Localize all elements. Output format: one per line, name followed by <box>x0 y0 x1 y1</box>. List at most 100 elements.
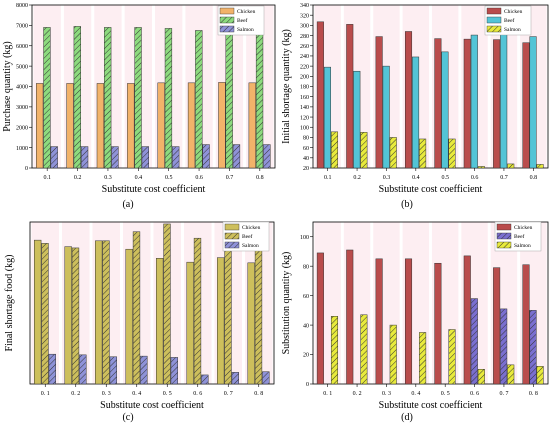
x-tick-label: 0. 6 <box>193 391 202 397</box>
bar-beef-1 <box>71 247 80 385</box>
y-tick-label: 160 <box>300 95 309 101</box>
y-tick-label: 140 <box>300 105 309 111</box>
bar-beef-3 <box>412 56 420 169</box>
y-tick-label: 6000 <box>16 44 28 50</box>
bar-chicken-4 <box>434 38 442 169</box>
bar-salmon-1 <box>360 132 368 169</box>
bar-chicken-0 <box>34 239 42 385</box>
bar-salmon-0 <box>330 316 339 385</box>
bar-salmon-0 <box>48 353 56 385</box>
legend-label: Salmon <box>514 243 531 249</box>
x-tick-label: 0.6 <box>471 175 479 181</box>
bar-chicken-1 <box>64 246 72 385</box>
y-axis-label: Purchase quantity (kg) <box>2 41 13 132</box>
y-tick-label: 120 <box>300 115 309 121</box>
y-tick-label: 60 <box>303 294 309 300</box>
x-tick-label: 0.5 <box>165 175 173 181</box>
x-tick-label: 0. 2 <box>353 391 362 397</box>
y-tick-label: 7000 <box>16 24 28 30</box>
bar-beef-6 <box>500 308 508 385</box>
bar-beef-1 <box>353 70 361 169</box>
bar-salmon-6 <box>507 364 515 385</box>
y-tick-label: 200 <box>300 75 309 81</box>
bar-beef-2 <box>104 27 112 169</box>
x-axis-label: Substitute cost coefficient <box>102 184 206 195</box>
legend-label: Beef <box>242 233 253 240</box>
y-axis-label: Final shortage food (kg) <box>4 255 15 352</box>
legend-swatch <box>496 232 512 240</box>
y-tick-label: 5000 <box>16 64 28 70</box>
x-tick-label: 0. 5 <box>441 391 450 397</box>
x-tick-label: 0.7 <box>226 175 234 181</box>
legend-label: Beef <box>504 17 515 24</box>
chart-panel-c: 0. 1 0. 2 0. 3 0. 4 0. 5 0. 6 0. 7 0. 8 Substitu… <box>0 216 275 431</box>
bar-beef-6 <box>225 30 233 169</box>
bar-chicken-3 <box>127 83 135 169</box>
y-tick-label: 0 <box>306 382 309 388</box>
x-tick-label: 0. 4 <box>411 391 420 397</box>
bar-chicken-4 <box>157 82 165 169</box>
bar-chicken-6 <box>493 39 501 169</box>
x-tick-label: 0. 4 <box>132 391 141 397</box>
legend-label: Chicken <box>237 9 256 15</box>
panel-label-d: (d) <box>401 412 413 423</box>
legend-swatch <box>496 223 512 231</box>
bar-salmon-7 <box>536 164 544 169</box>
legend-label: Salmon <box>237 27 254 33</box>
bar-beef-2 <box>382 65 390 169</box>
bar-salmon-6 <box>231 372 239 385</box>
bar-salmon-5 <box>477 369 485 385</box>
bar-beef-5 <box>193 237 202 385</box>
y-tick-label: 20 <box>303 166 309 172</box>
x-tick-label: 0.8 <box>256 175 264 181</box>
chart-a-svg: 0 1000 2000 3000 4000 5000 6000 7000 8000 0.1 0.2 0… <box>2 3 276 195</box>
x-tick-label: 0. 5 <box>163 391 172 397</box>
y-tick-label: 100 <box>300 125 309 131</box>
bar-chicken-0 <box>316 21 324 169</box>
x-tick-label: 0. 3 <box>382 391 391 397</box>
bar-chicken-7 <box>522 264 530 385</box>
x-tick-label: 0. 8 <box>254 391 263 397</box>
bar-chicken-5 <box>463 38 471 169</box>
y-tick-label: 220 <box>300 64 309 70</box>
y-axis-label: Initial shortage quantity (kg) <box>281 29 292 144</box>
y-tick-label: 40 <box>303 156 309 162</box>
bar-beef-5 <box>470 34 478 169</box>
bar-beef-5 <box>195 30 203 169</box>
bar-salmon-4 <box>448 138 456 169</box>
y-tick-label: 300 <box>300 24 309 30</box>
bar-beef-4 <box>441 51 449 169</box>
bar-chicken-2 <box>375 36 383 169</box>
bar-beef-7 <box>529 310 537 385</box>
x-tick-label: 0. 2 <box>71 391 80 397</box>
legend-swatch <box>219 16 235 24</box>
legend-label: Salmon <box>504 27 521 33</box>
bar-beef-0 <box>43 27 51 169</box>
bar-salmon-0 <box>330 131 339 169</box>
y-tick-label: 260 <box>300 44 309 50</box>
bar-beef-1 <box>73 26 81 169</box>
chart-panel-d: 0 20 40 60 80 100 0. 1 0. 2 0. 3 0. 4 0. 5 0. 6 0. 7… <box>275 216 550 431</box>
y-tick-label: 0 <box>25 166 28 172</box>
bar-chicken-5 <box>187 82 196 169</box>
x-tick-label: 0. 8 <box>529 391 538 397</box>
panel-label-a: (a) <box>122 199 134 210</box>
bar-salmon-7 <box>263 144 271 169</box>
bar-salmon-0 <box>50 146 58 169</box>
x-tick-label: 0. 7 <box>224 391 233 397</box>
chart-d-svg: 0 20 40 60 80 100 0. 1 0. 2 0. 3 0. 4 0. 5 0. 6 0. 7… <box>281 221 549 411</box>
y-tick-label: 1000 <box>16 146 28 152</box>
bar-salmon-6 <box>507 163 515 169</box>
bar-salmon-6 <box>232 144 241 169</box>
bar-beef-5 <box>470 298 478 385</box>
bar-beef-7 <box>254 234 263 385</box>
x-tick-label: 0.1 <box>43 175 51 181</box>
bar-chicken-0 <box>36 83 44 169</box>
x-tick-label: 0.7 <box>500 175 508 181</box>
y-tick-label: 240 <box>300 54 309 60</box>
y-tick-label: 320 <box>300 13 309 19</box>
bar-salmon-2 <box>109 356 117 385</box>
legend-label: Beef <box>514 233 525 240</box>
y-tick-label: 3000 <box>16 105 28 111</box>
bar-beef-0 <box>323 66 331 169</box>
